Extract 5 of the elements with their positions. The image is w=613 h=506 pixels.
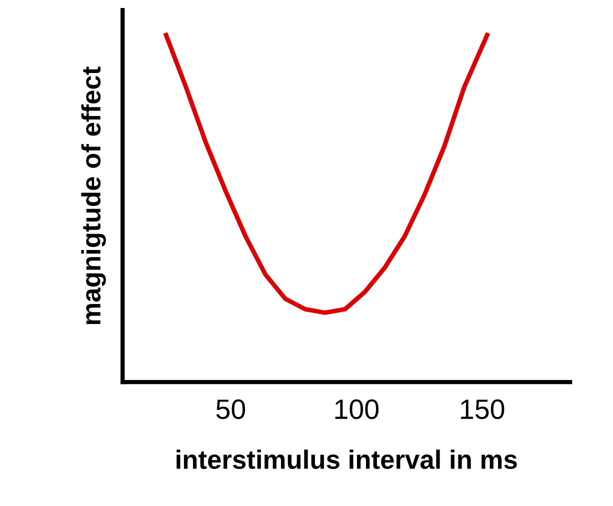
- x-axis-title: interstimulus interval in ms: [176, 450, 517, 469]
- y-axis-title: magnigtude of effect: [81, 66, 106, 324]
- x-tick-label: 50: [216, 399, 246, 420]
- x-tick-label: 150: [461, 399, 504, 420]
- x-tick-label: 100: [335, 399, 378, 420]
